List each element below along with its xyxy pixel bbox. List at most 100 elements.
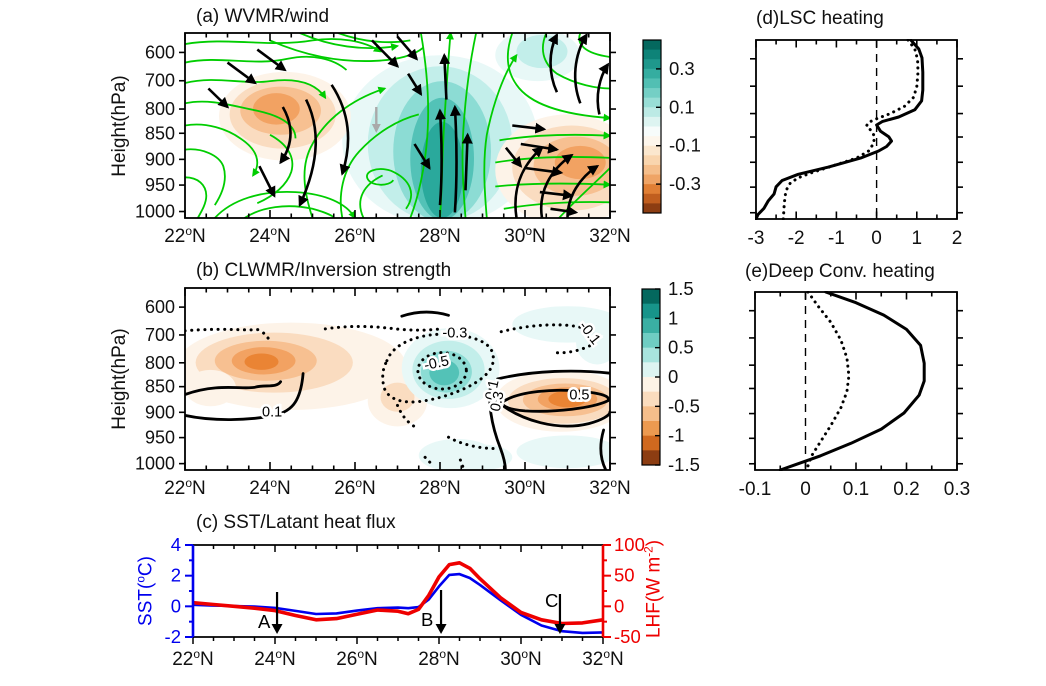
wind-vector: [256, 48, 287, 72]
panel-a-content: [185, 33, 610, 218]
shading-region: [576, 320, 610, 365]
panel-b-content: 0.1-0.3-0.5-0.10.10.3 0.5: [185, 306, 610, 470]
y-tick-label: 700: [145, 71, 175, 91]
streamline-path: [185, 38, 382, 53]
lhf-label-sup: -2: [642, 546, 656, 557]
streamline-path: [244, 205, 335, 218]
y-tick-label: 1000: [135, 454, 175, 474]
shading-region: [253, 93, 300, 125]
contour-solid: [488, 381, 507, 470]
colorbar-tick-label: 0.5: [668, 337, 694, 358]
down-arrow-icon: [554, 624, 566, 634]
colorbar-step: [642, 318, 660, 334]
y-tick-label: 900: [145, 149, 175, 169]
panel-c-right-axis-label: LHF(W m-2): [642, 540, 665, 638]
panel-c-left-axis-label: SST(oC): [134, 556, 157, 626]
contour-dotted: [423, 455, 434, 467]
wind-vector: [258, 165, 276, 198]
streamline-path: [578, 33, 610, 58]
right-axis-tick-label: 100: [614, 534, 645, 555]
colorbar-tick-label: -1.5: [668, 454, 700, 475]
x-tick-label: 30oN: [504, 224, 546, 247]
annotation-label: C: [545, 590, 558, 611]
x-tick-label: -1: [828, 228, 845, 249]
colorbar-step: [642, 450, 660, 466]
annotation-label: B: [421, 609, 433, 630]
colorbar-step: [642, 406, 660, 422]
colorbar-step: [643, 107, 661, 118]
wind-vector: [330, 84, 351, 176]
x-tick-label: 2: [952, 228, 963, 249]
streamline-path: [337, 33, 411, 44]
y-tick-label: 600: [145, 42, 175, 62]
x-tick-label: 22oN: [164, 476, 206, 499]
panel-a-plot: 22oN 24oN 26oN 28oN 30oN 32oN 600 700 800 850 900 9…: [135, 32, 631, 247]
profile-dotted: [805, 291, 851, 471]
shading-region: [380, 382, 415, 412]
sst-label-text: SST(: [135, 582, 157, 626]
contour-dotted: [262, 331, 274, 345]
colorbar-step: [643, 59, 661, 70]
streamline-path: [185, 55, 348, 71]
streamline-path: [185, 100, 297, 139]
contour-solid: [400, 310, 450, 318]
streamline-path: [558, 167, 610, 218]
y-tick-label: 950: [145, 428, 175, 448]
wind-vector: [573, 33, 588, 104]
colorbar-step: [642, 333, 660, 349]
streamline-path: [507, 33, 610, 122]
x-tick-label: 28oN: [419, 476, 461, 499]
lhf-label-text: LHF(W m: [643, 556, 665, 639]
streamline-path: [495, 180, 610, 189]
x-tick-label: -0.1: [739, 479, 772, 500]
series-SST: [192, 572, 604, 635]
wind-vector: [449, 104, 461, 213]
contour-dotted: [499, 323, 598, 344]
streamline-path: [483, 53, 518, 218]
streamline-path: [185, 148, 226, 206]
wind-vector: [207, 87, 230, 109]
x-tick-label: 32oN: [589, 476, 631, 499]
colorbar-step: [642, 391, 660, 407]
colorbar-step: [643, 126, 661, 137]
colorbar-step: [643, 136, 661, 147]
wind-vector: [439, 53, 451, 100]
x-tick-label: 24oN: [249, 476, 291, 499]
x-tick-label: 32oN: [582, 647, 624, 670]
colorbar-tick-label: 1: [668, 307, 678, 328]
panel-a-title: (a) WVMR/wind: [196, 6, 330, 27]
left-axis-tick-label: 2: [171, 565, 181, 586]
streamline-path: [409, 33, 429, 218]
colorbar-b: 1.5 1 0.5 0 -0.5 -1 -1.5: [641, 278, 700, 475]
contour-label: -0.3: [442, 326, 467, 342]
colorbar-step: [642, 377, 660, 393]
panel-c-plot: 22oN 24oN 26oN 28oN 30oN 32oN 4 2 0 -2 100 50 0 -50 A B…: [165, 534, 645, 670]
colorbar-tick-label: -0.5: [668, 395, 700, 416]
x-tick-label: 0.1: [843, 479, 869, 500]
streamline-path: [185, 79, 327, 100]
wind-vector: [547, 33, 559, 93]
y-tick-label: 950: [145, 175, 175, 195]
wind-vector: [514, 146, 544, 218]
annotation-arrow-B: B: [421, 590, 447, 634]
panel-d-title: (d)LSC heating: [756, 8, 884, 29]
streamline-path: [359, 174, 383, 218]
streamline-path: [303, 86, 387, 218]
panel-e-content: [778, 291, 926, 471]
colorbar-step: [643, 164, 661, 176]
x-tick-label: 24oN: [249, 224, 291, 247]
wind-vector: [279, 106, 292, 165]
colorbar-step: [643, 193, 661, 204]
x-tick-label: 0: [871, 228, 882, 249]
colorbar-step: [643, 68, 661, 79]
wind-vector: [226, 61, 257, 85]
y-tick-label: 800: [145, 99, 175, 119]
colorbar-tick-label: 0.3: [669, 58, 695, 79]
y-tick-label: 800: [145, 353, 175, 373]
x-tick-label: 1: [912, 228, 923, 249]
panel-d-frame: [755, 39, 958, 220]
sst-label-end: C): [135, 556, 157, 577]
x-tick-label: 26oN: [334, 476, 376, 499]
annotation-label: A: [258, 611, 271, 632]
